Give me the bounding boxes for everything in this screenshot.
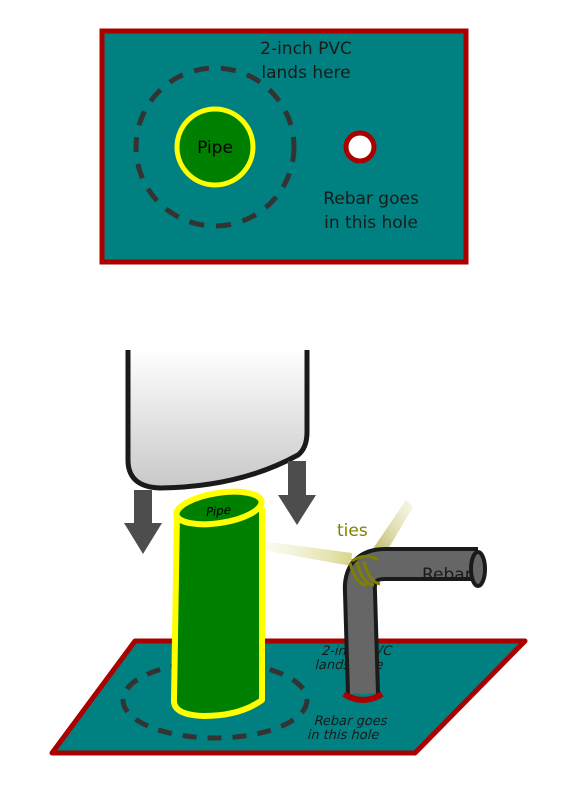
pvc-tube (128, 348, 307, 488)
top-plate (99, 28, 469, 265)
plate-rebar-label-line1: Rebar goes (312, 714, 389, 729)
pvc-tube-outline (125, 348, 310, 491)
down-arrow-left-icon (124, 490, 162, 554)
ties-label: ties (337, 521, 368, 541)
perspective-plate (49, 638, 528, 756)
plate-pvc-landing-ellipse (120, 659, 310, 741)
pipe-label: Pipe (197, 138, 233, 158)
pipe-cylinder (171, 508, 265, 719)
pvc-tube-top-fade (120, 330, 315, 350)
ties-wrap (348, 554, 381, 587)
perspective-pipe-label: Pipe (205, 503, 232, 520)
rebar-end-cap (469, 550, 487, 588)
down-arrow-right-icon (278, 461, 316, 525)
rebar-hole-edge (342, 691, 384, 703)
pipe-circle (174, 106, 256, 188)
tie-strand-left (262, 541, 352, 566)
rebar-label-line1: Rebar goes (323, 189, 419, 209)
pvc-label-line1: 2-inch PVC (260, 39, 352, 59)
rebar-label: Rebar (422, 565, 472, 585)
perspective-view: 2-inch PVC lands here Rebar goes in this… (49, 330, 528, 756)
rebar-bar-fill (346, 551, 478, 695)
pvc-landing-circle (133, 65, 297, 229)
pipe-top (173, 488, 265, 528)
top-view: Pipe 2-inch PVC lands here Rebar goes in… (99, 28, 469, 265)
pvc-label-line2: lands here (261, 63, 350, 83)
plate-rebar-label-line2: in this hole (306, 728, 381, 743)
rebar-label-line2: in this hole (324, 213, 418, 233)
rebar-hole (343, 130, 377, 164)
